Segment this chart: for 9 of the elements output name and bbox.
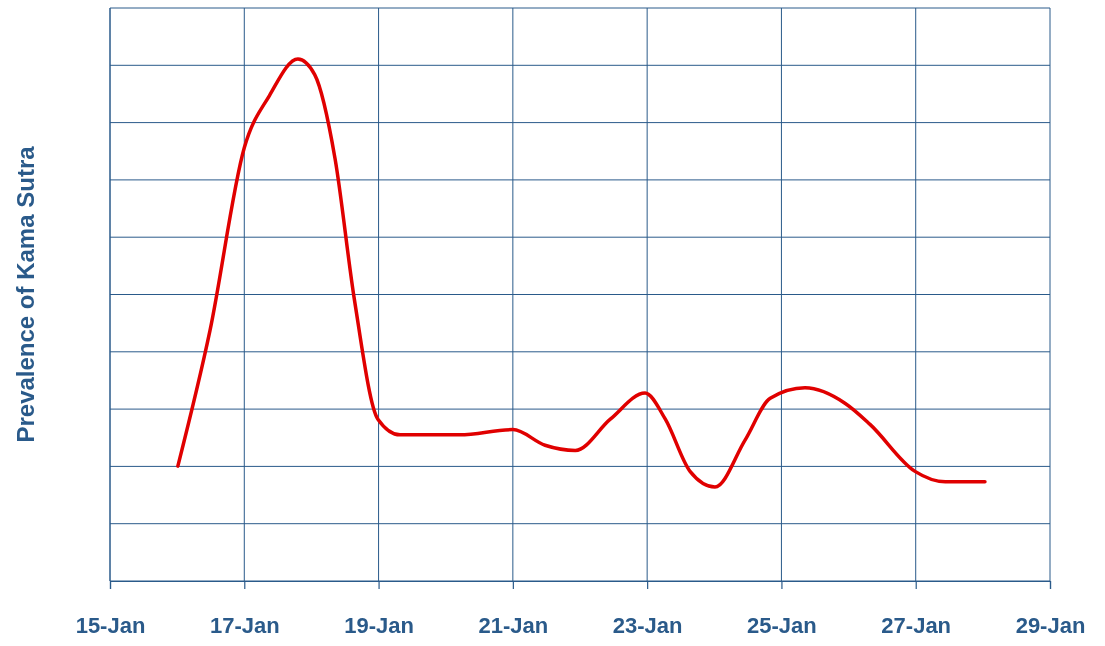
x-tick-label: 23-Jan xyxy=(612,612,683,638)
x-tick-label: 19-Jan xyxy=(344,612,414,638)
x-tick-label: 21-Jan xyxy=(478,612,549,638)
x-tick-label: 27-Jan xyxy=(881,612,952,638)
x-tick-label: 25-Jan xyxy=(747,612,817,638)
x-tick-label: 29-Jan xyxy=(1015,612,1086,638)
x-tick-label: 17-Jan xyxy=(209,612,280,638)
x-tick-label: 15-Jan xyxy=(75,612,146,638)
y-axis-title: Prevalence of Kama Sutra xyxy=(12,145,39,443)
